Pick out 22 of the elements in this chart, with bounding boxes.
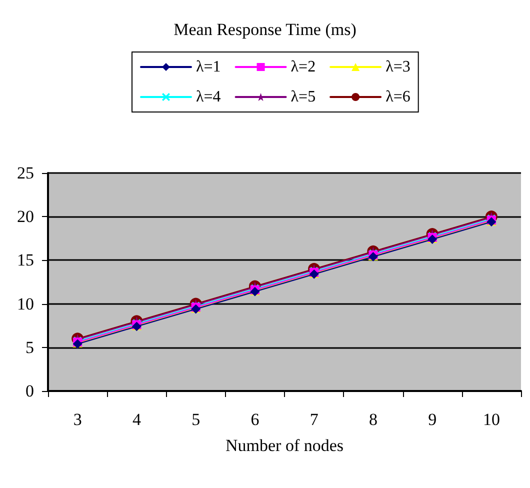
x-axis-title: Number of nodes bbox=[225, 436, 344, 455]
y-tick-label: 15 bbox=[17, 250, 34, 270]
legend-label: λ=5 bbox=[290, 88, 316, 106]
y-tick-label: 20 bbox=[17, 207, 34, 226]
x-tick-label: 9 bbox=[428, 410, 437, 429]
y-tick-label: 5 bbox=[26, 338, 34, 357]
legend-label: λ=2 bbox=[290, 58, 316, 76]
x-tick-label: 7 bbox=[310, 410, 319, 429]
legend-label: λ=4 bbox=[196, 88, 221, 106]
legend-label: λ=1 bbox=[196, 58, 221, 76]
legend-label: λ=6 bbox=[386, 88, 410, 106]
y-tick-label: 10 bbox=[17, 294, 34, 314]
x-tick-label: 4 bbox=[132, 410, 142, 429]
x-tick-label: 6 bbox=[250, 410, 260, 429]
y-tick-label: 0 bbox=[26, 382, 34, 400]
legend-label: λ=3 bbox=[386, 58, 410, 76]
x-tick-label: 10 bbox=[482, 410, 500, 429]
x-tick-label: 5 bbox=[192, 410, 200, 429]
x-tick-label: 3 bbox=[73, 410, 82, 429]
y-tick-label: 25 bbox=[17, 164, 34, 182]
chart-title: Mean Response Time (ms) bbox=[174, 20, 356, 39]
x-tick-label: 8 bbox=[368, 410, 378, 429]
